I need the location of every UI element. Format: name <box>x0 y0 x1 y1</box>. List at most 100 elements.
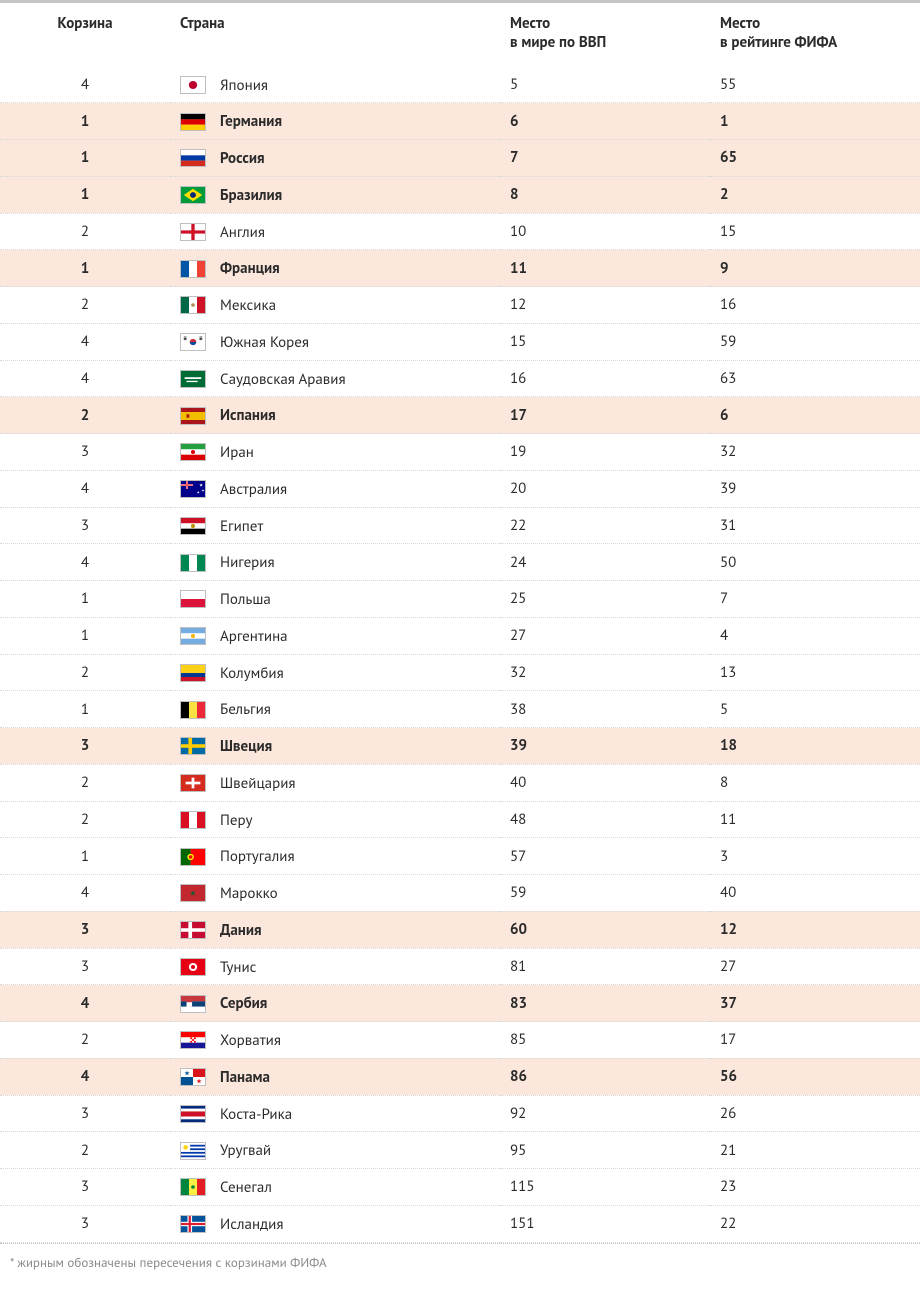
cell-fifa: 11 <box>710 801 920 838</box>
table-row: 4Нигерия2450 <box>0 544 920 581</box>
cell-pot: 1 <box>0 250 170 287</box>
flag-icon <box>180 1031 206 1049</box>
flag-icon <box>180 186 206 204</box>
flag-icon <box>180 443 206 461</box>
country-name: Марокко <box>220 884 278 903</box>
cell-fifa: 7 <box>710 581 920 618</box>
flag-icon <box>180 517 206 535</box>
cell-pot: 2 <box>0 1022 170 1059</box>
cell-fifa: 16 <box>710 287 920 324</box>
cell-gdp: 85 <box>500 1022 710 1059</box>
flag-icon <box>180 223 206 241</box>
country-name: Дания <box>220 921 262 940</box>
cell-gdp: 38 <box>500 691 710 728</box>
cell-country: Англия <box>170 213 500 250</box>
cell-fifa: 40 <box>710 875 920 912</box>
cell-fifa: 50 <box>710 544 920 581</box>
flag-icon <box>180 848 206 866</box>
cell-fifa: 31 <box>710 507 920 544</box>
cell-gdp: 15 <box>500 323 710 360</box>
cell-country: Португалия <box>170 838 500 875</box>
cell-pot: 1 <box>0 691 170 728</box>
country-name: Испания <box>220 406 276 425</box>
cell-country: Дания <box>170 911 500 948</box>
cell-pot: 4 <box>0 875 170 912</box>
cell-gdp: 10 <box>500 213 710 250</box>
cell-fifa: 23 <box>710 1169 920 1206</box>
cell-country: Бразилия <box>170 176 500 213</box>
cell-country: Перу <box>170 801 500 838</box>
flag-icon <box>180 554 206 572</box>
cell-pot: 4 <box>0 67 170 103</box>
flag-icon <box>180 370 206 388</box>
country-name: Англия <box>220 222 265 241</box>
cell-pot: 1 <box>0 838 170 875</box>
cell-gdp: 92 <box>500 1095 710 1132</box>
table-row: 4Саудовская Аравия1663 <box>0 360 920 397</box>
country-name: Сенегал <box>220 1178 272 1197</box>
flag-icon <box>180 958 206 976</box>
cell-fifa: 56 <box>710 1058 920 1095</box>
cell-gdp: 12 <box>500 287 710 324</box>
flag-icon: ★ <box>180 884 206 902</box>
table-row: 2Колумбия3213 <box>0 654 920 691</box>
cell-pot: 3 <box>0 507 170 544</box>
country-name: Швейцария <box>220 774 296 793</box>
table-row: 2Испания176 <box>0 397 920 434</box>
cell-pot: 1 <box>0 176 170 213</box>
country-name: Саудовская Аравия <box>220 369 346 388</box>
cell-pot: 3 <box>0 1169 170 1206</box>
header-gdp: Местов мире по ВВП <box>500 2 710 67</box>
header-fifa: Местов рейтинге ФИФА <box>710 2 920 67</box>
flag-icon <box>180 1178 206 1196</box>
cell-country: Уругвай <box>170 1132 500 1169</box>
cell-fifa: 21 <box>710 1132 920 1169</box>
table-row: 4★Марокко5940 <box>0 875 920 912</box>
cell-country: Мексика <box>170 287 500 324</box>
cell-country: Германия <box>170 103 500 140</box>
table-row: 2Уругвай9521 <box>0 1132 920 1169</box>
cell-gdp: 24 <box>500 544 710 581</box>
country-name: Коста-Рика <box>220 1104 292 1123</box>
cell-fifa: 1 <box>710 103 920 140</box>
table-row: 3Иран1932 <box>0 434 920 471</box>
flag-icon <box>180 921 206 939</box>
cell-gdp: 95 <box>500 1132 710 1169</box>
cell-pot: 3 <box>0 434 170 471</box>
cell-country: Египет <box>170 507 500 544</box>
header-country: Страна <box>170 2 500 67</box>
country-name: Хорватия <box>220 1031 281 1050</box>
table-row: 3Коста-Рика9226 <box>0 1095 920 1132</box>
cell-fifa: 9 <box>710 250 920 287</box>
cell-pot: 2 <box>0 287 170 324</box>
table-row: 1Франция119 <box>0 250 920 287</box>
flag-icon <box>180 407 206 425</box>
cell-gdp: 27 <box>500 617 710 654</box>
flag-icon <box>180 811 206 829</box>
cell-fifa: 2 <box>710 176 920 213</box>
cell-gdp: 7 <box>500 140 710 177</box>
cell-country: Колумбия <box>170 654 500 691</box>
cell-fifa: 18 <box>710 728 920 765</box>
country-name: Франция <box>220 259 280 278</box>
cell-pot: 2 <box>0 1132 170 1169</box>
cell-country: Саудовская Аравия <box>170 360 500 397</box>
cell-fifa: 65 <box>710 140 920 177</box>
flag-icon <box>180 1105 206 1123</box>
cell-gdp: 115 <box>500 1169 710 1206</box>
country-name: Иран <box>220 443 254 462</box>
cell-country: Южная Корея <box>170 323 500 360</box>
cell-country: Тунис <box>170 948 500 985</box>
cell-fifa: 37 <box>710 985 920 1022</box>
table-row: 4Япония555 <box>0 67 920 103</box>
flag-icon <box>180 737 206 755</box>
flag-icon <box>180 76 206 94</box>
country-name: Швеция <box>220 737 272 756</box>
flag-icon <box>180 774 206 792</box>
cell-pot: 1 <box>0 140 170 177</box>
cell-country: Россия <box>170 140 500 177</box>
flag-icon <box>180 296 206 314</box>
country-name: Германия <box>220 112 282 131</box>
cell-fifa: 17 <box>710 1022 920 1059</box>
cell-fifa: 5 <box>710 691 920 728</box>
